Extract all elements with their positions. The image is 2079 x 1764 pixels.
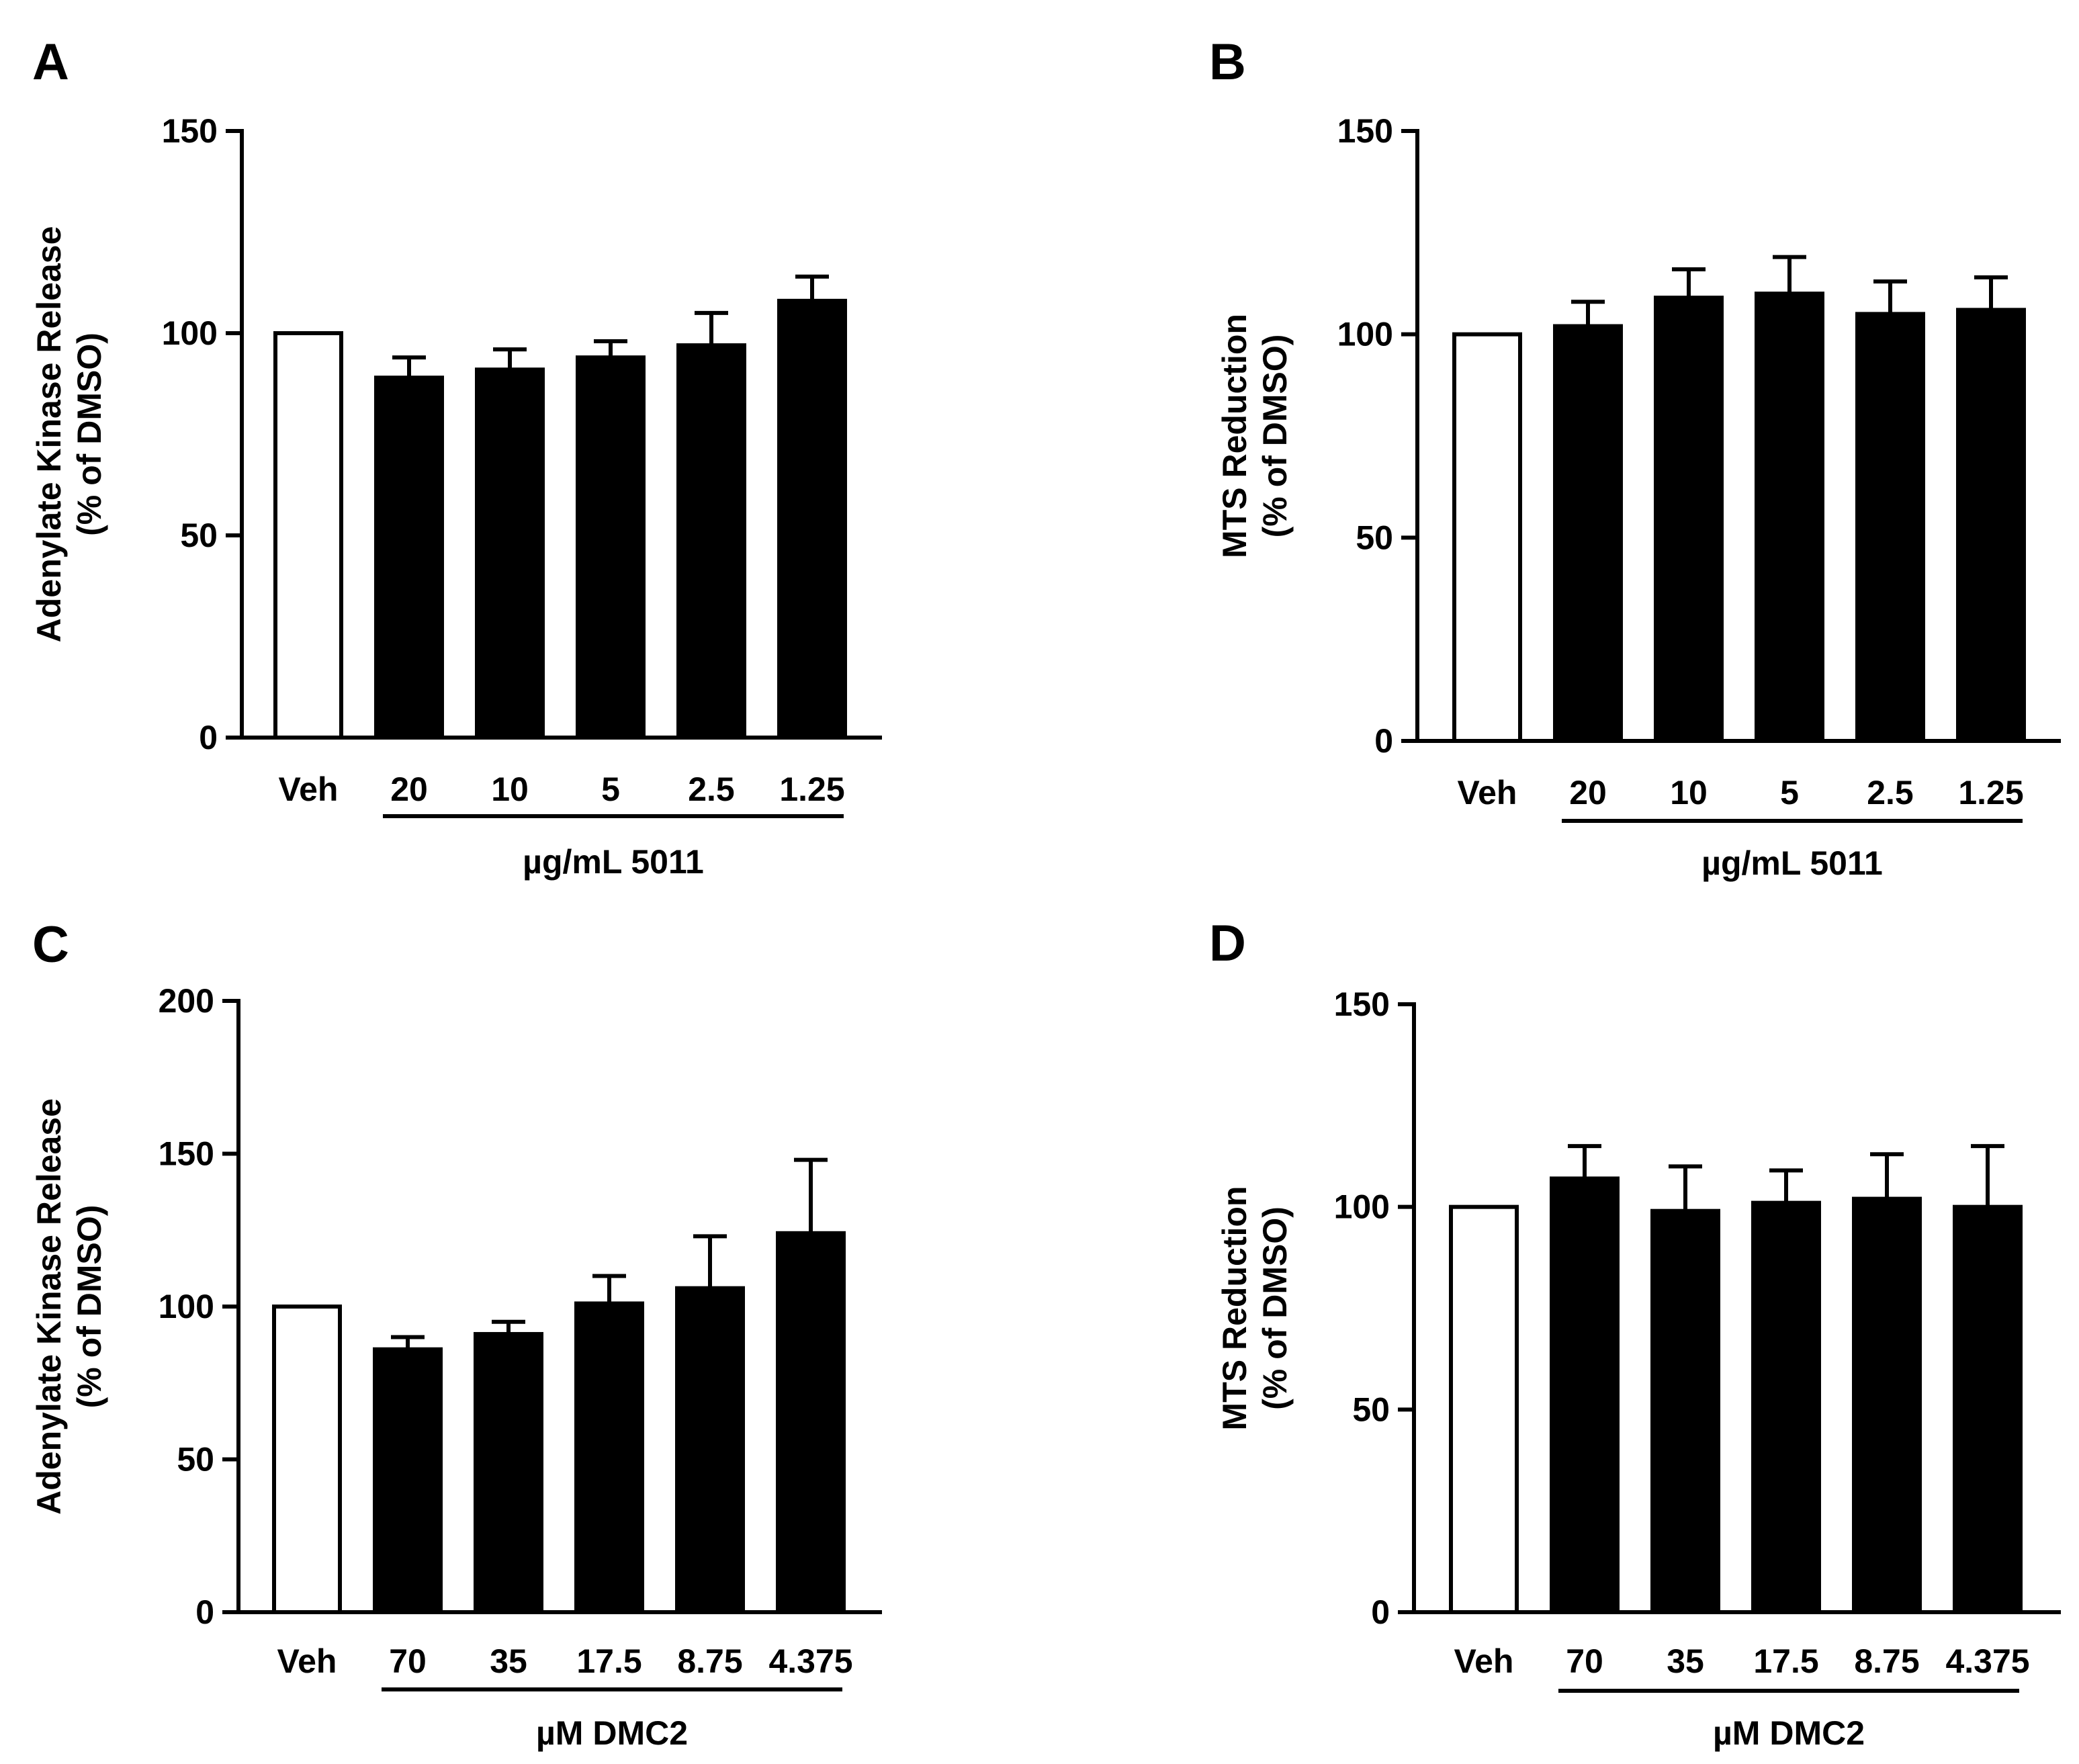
bar-d-5 [1953, 1204, 2023, 1614]
y-tick-label-a-0: 0 [199, 719, 218, 756]
category-label-c-5: 4.375 [768, 1642, 852, 1680]
y-tick-label-d-0: 0 [1371, 1593, 1390, 1631]
panel-c: C 0 50 100 150 200 Adenylate Kinase Release (% … [30, 916, 882, 1752]
bar-c-2 [474, 1331, 543, 1614]
category-label-d-3: 17.5 [1753, 1642, 1818, 1680]
y-tick-label-b-0: 0 [1374, 722, 1393, 760]
y-tick-label-b-150: 150 [1337, 112, 1393, 150]
bar-d-1 [1550, 1176, 1620, 1614]
category-label-b-0: Veh [1458, 774, 1517, 811]
bar-c-0 [272, 1305, 342, 1614]
category-label-a-1: 20 [390, 770, 428, 808]
category-label-c-2: 35 [490, 1642, 527, 1680]
y-axis-title-c: Adenylate Kinase Release [30, 1098, 68, 1515]
bar-d-3 [1751, 1200, 1821, 1614]
panel-letter-a: A [32, 34, 69, 91]
y-tick-label-a-150: 150 [162, 112, 218, 150]
y-tick-label-c-0: 0 [195, 1593, 214, 1631]
category-label-d-1: 70 [1566, 1642, 1603, 1680]
panel-letter-d: D [1209, 915, 1246, 972]
y-tick-label-c-200: 200 [159, 982, 214, 1020]
panel-a: A 0 50 100 150 Adenylate Kinase Release (% of … [30, 34, 882, 881]
category-label-d-5: 4.375 [1945, 1642, 2029, 1680]
bar-a-0 [273, 331, 343, 740]
category-label-b-2: 10 [1670, 774, 1708, 811]
panel-letter-b: B [1209, 34, 1246, 91]
category-label-a-3: 5 [601, 770, 620, 808]
category-label-a-5: 1.25 [779, 770, 844, 808]
bar-b-2 [1654, 296, 1724, 744]
y-tick-label-d-150: 150 [1334, 985, 1390, 1023]
category-label-a-0: Veh [279, 770, 339, 808]
bar-b-1 [1553, 324, 1623, 743]
y-tick-label-c-150: 150 [159, 1135, 214, 1173]
group-label-b: µg/mL 5011 [1701, 844, 1883, 882]
bar-a-2 [475, 367, 545, 740]
category-label-a-4: 2.5 [688, 770, 735, 808]
group-label-c: µM DMC2 [536, 1714, 688, 1752]
bar-b-5 [1956, 308, 2026, 743]
category-label-d-0: Veh [1454, 1642, 1514, 1680]
bar-c-4 [675, 1286, 745, 1614]
bar-d-2 [1650, 1208, 1720, 1614]
y-tick-label-b-100: 100 [1337, 316, 1393, 353]
bar-c-3 [574, 1301, 644, 1614]
bar-d-4 [1852, 1196, 1922, 1614]
category-label-b-4: 2.5 [1867, 774, 1914, 811]
category-label-c-1: 70 [389, 1642, 427, 1680]
category-label-a-2: 10 [491, 770, 529, 808]
bar-d-0 [1449, 1204, 1519, 1614]
y-tick-label-d-100: 100 [1334, 1188, 1390, 1226]
bar-b-3 [1755, 292, 1824, 743]
y-tick-label-b-50: 50 [1356, 519, 1393, 556]
bar-a-3 [576, 355, 646, 740]
y-tick-label-a-50: 50 [180, 517, 218, 554]
bar-a-1 [374, 376, 444, 740]
panel-b: B 0 50 100 150 MTS Reduction (% of DMSO) Veh 20 1… [1209, 34, 2061, 882]
panel-letter-c: C [32, 916, 69, 973]
bar-c-1 [373, 1347, 443, 1614]
y-tick-label-c-50: 50 [177, 1441, 214, 1479]
y-tick-label-c-100: 100 [159, 1288, 214, 1325]
bar-a-4 [676, 343, 746, 740]
y-tick-label-a-100: 100 [162, 314, 218, 352]
bar-c-5 [776, 1231, 846, 1615]
y-tick-label-d-50: 50 [1352, 1391, 1390, 1428]
group-label-d: µM DMC2 [1713, 1714, 1865, 1752]
bar-b-4 [1855, 312, 1925, 743]
y-axis-subtitle-a: (% of DMSO) [71, 333, 108, 536]
bar-b-0 [1452, 332, 1522, 743]
category-label-d-2: 35 [1667, 1642, 1704, 1680]
y-axis-title-a: Adenylate Kinase Release [30, 226, 68, 643]
category-label-b-3: 5 [1780, 774, 1799, 811]
y-axis-subtitle-b: (% of DMSO) [1256, 335, 1294, 538]
y-axis-title-d: MTS Reduction [1216, 1186, 1253, 1431]
bar-a-5 [777, 298, 847, 740]
panel-d: D 0 50 100 150 MTS Reduction (% of DMSO) Veh 70 3… [1209, 915, 2061, 1752]
category-label-b-5: 1.25 [1958, 774, 2023, 811]
category-label-c-4: 8.75 [677, 1642, 742, 1680]
category-label-c-0: Veh [277, 1642, 337, 1680]
y-axis-title-b: MTS Reduction [1216, 314, 1253, 558]
category-label-c-3: 17.5 [576, 1642, 642, 1680]
y-axis-subtitle-c: (% of DMSO) [71, 1205, 108, 1409]
y-axis-subtitle-d: (% of DMSO) [1256, 1206, 1294, 1410]
category-label-d-4: 8.75 [1854, 1642, 1919, 1680]
group-label-a: µg/mL 5011 [523, 843, 704, 881]
category-label-b-1: 20 [1569, 774, 1607, 811]
